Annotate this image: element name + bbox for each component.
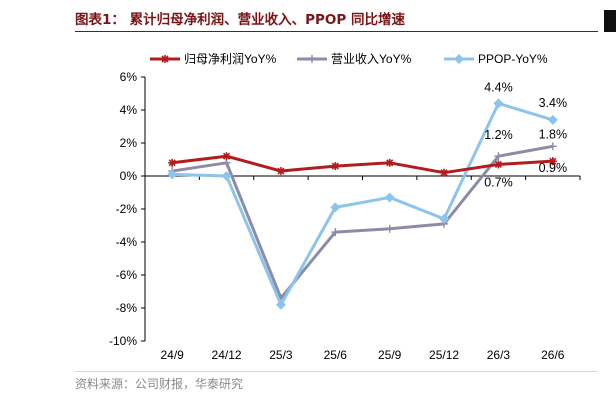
series-line: [171, 144, 554, 300]
data-point-diamond: [547, 114, 558, 125]
y-tick-label: 2%: [120, 136, 138, 150]
data-point-plus: [385, 224, 394, 233]
legend-label: 营业收入YoY%: [331, 52, 412, 66]
data-label: 4.4%: [484, 80, 513, 94]
data-label: 3.4%: [539, 96, 568, 110]
y-tick-label: 6%: [120, 70, 138, 84]
legend-label: 归母净利润YoY%: [184, 52, 277, 66]
data-label: 0.7%: [484, 175, 513, 189]
footer-divider: [75, 371, 598, 372]
x-tick-label: 24/9: [161, 348, 185, 362]
data-point-diamond: [330, 202, 341, 213]
data-point-diamond: [384, 192, 395, 203]
data-point-diamond: [275, 299, 286, 310]
y-tick-label: -10%: [109, 334, 137, 348]
y-tick-label: -8%: [116, 301, 138, 315]
data-point-plus: [494, 152, 503, 161]
data-label: 1.2%: [484, 128, 513, 142]
data-point-diamond: [454, 54, 464, 64]
data-point-star: [548, 157, 557, 166]
x-tick-label: 25/12: [429, 348, 459, 362]
data-point-diamond: [439, 213, 450, 224]
data-label: 1.8%: [539, 127, 568, 141]
data-point-plus: [331, 228, 340, 237]
data-point-star: [161, 55, 169, 63]
data-point-diamond: [167, 169, 178, 180]
data-label: 0.9%: [539, 161, 568, 175]
x-tick-label: 25/6: [324, 348, 348, 362]
x-tick-label: 24/12: [212, 348, 242, 362]
y-tick-label: 4%: [120, 103, 138, 117]
y-tick-label: -4%: [116, 235, 138, 249]
x-tick-label: 25/3: [269, 348, 293, 362]
source-note: 资料来源：公司财报，华泰研究: [75, 377, 244, 391]
series-line: [172, 154, 553, 175]
data-point-star: [331, 162, 340, 171]
y-tick-label: -2%: [116, 202, 138, 216]
data-point-star: [440, 168, 449, 177]
data-point-plus: [548, 142, 557, 151]
data-point-star: [222, 152, 231, 161]
data-point-star: [168, 158, 177, 167]
x-tick-label: 25/9: [378, 348, 402, 362]
edge-block: [604, 10, 616, 32]
series-line: [172, 101, 554, 307]
data-point-star: [385, 158, 394, 167]
data-point-plus: [308, 55, 316, 63]
data-point-diamond: [221, 171, 232, 181]
data-point-star: [494, 160, 503, 169]
y-tick-label: -6%: [116, 268, 138, 282]
title-divider: [75, 31, 598, 32]
y-tick-label: 0%: [120, 169, 138, 183]
figure-title: 图表1： 累计归母净利润、营业收入、PPOP 同比增速: [75, 12, 405, 28]
x-tick-label: 26/3: [487, 348, 511, 362]
data-point-star: [276, 167, 285, 176]
data-point-diamond: [493, 98, 504, 109]
x-tick-label: 26/6: [541, 348, 565, 362]
legend-label: PPOP-YoY%: [478, 52, 548, 66]
